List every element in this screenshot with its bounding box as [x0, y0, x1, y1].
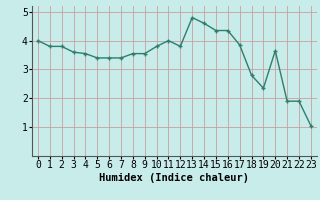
X-axis label: Humidex (Indice chaleur): Humidex (Indice chaleur) — [100, 173, 249, 183]
